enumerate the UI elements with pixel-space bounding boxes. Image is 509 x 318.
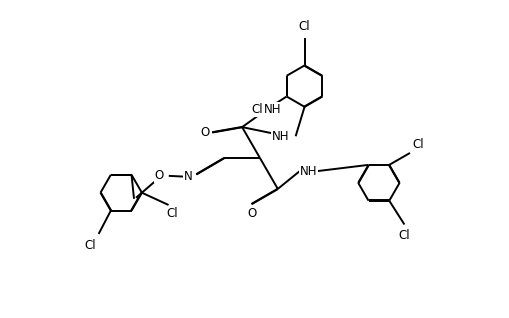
Text: O: O [200,126,209,139]
Text: Cl: Cl [298,20,310,33]
Text: Cl: Cl [251,103,263,116]
Text: O: O [246,207,256,219]
Text: N: N [183,170,192,183]
Text: Cl: Cl [412,138,423,151]
Text: NH: NH [264,103,281,116]
Text: Cl: Cl [166,207,178,220]
Text: Cl: Cl [398,230,409,242]
Text: Cl: Cl [84,239,96,252]
Text: O: O [154,169,163,182]
Text: NH: NH [271,130,289,143]
Text: NH: NH [299,165,317,177]
